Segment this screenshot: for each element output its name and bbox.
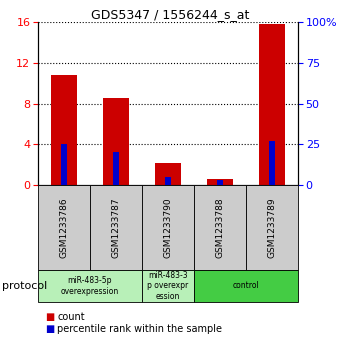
Bar <box>165 177 171 185</box>
Text: count: count <box>57 312 85 322</box>
Bar <box>269 141 275 185</box>
Text: ■: ■ <box>45 324 54 334</box>
Bar <box>207 179 233 185</box>
Text: GSM1233788: GSM1233788 <box>216 197 224 258</box>
Text: GDS5347 / 1556244_s_at: GDS5347 / 1556244_s_at <box>91 8 249 21</box>
Bar <box>155 163 181 185</box>
Text: protocol: protocol <box>2 281 47 291</box>
Text: control: control <box>233 281 259 290</box>
Bar <box>103 98 129 185</box>
Text: miR-483-3
p overexpr
ession: miR-483-3 p overexpr ession <box>147 271 189 301</box>
Text: GSM1233787: GSM1233787 <box>112 197 120 258</box>
Bar <box>217 180 223 185</box>
Text: GSM1233786: GSM1233786 <box>59 197 68 258</box>
Bar <box>61 144 67 185</box>
Text: GSM1233790: GSM1233790 <box>164 197 172 258</box>
Bar <box>113 152 119 185</box>
Text: miR-483-5p
overexpression: miR-483-5p overexpression <box>61 276 119 296</box>
Bar <box>259 24 285 185</box>
Bar <box>51 75 77 185</box>
Text: GSM1233789: GSM1233789 <box>268 197 276 258</box>
Text: ■: ■ <box>45 312 54 322</box>
Text: percentile rank within the sample: percentile rank within the sample <box>57 324 222 334</box>
